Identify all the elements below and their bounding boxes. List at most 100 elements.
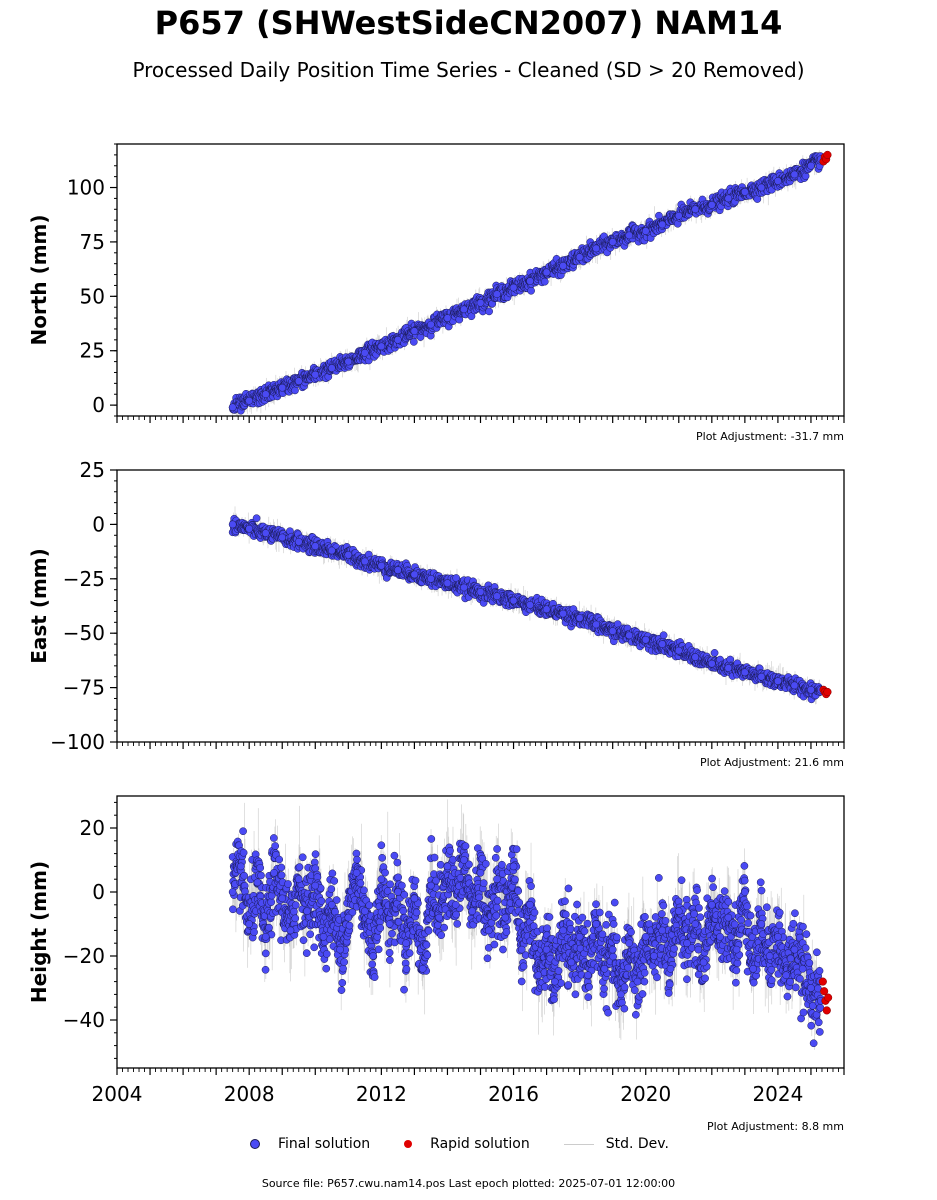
east-final-cloud: [228, 514, 825, 704]
north-final-point: [625, 231, 634, 240]
north-final-point: [245, 396, 254, 405]
east-final-point: [410, 570, 419, 579]
north-final-point: [409, 338, 418, 346]
north-final-point: [757, 183, 766, 192]
east-final-point: [311, 542, 320, 551]
north-final-point: [741, 188, 749, 196]
north-final-point: [427, 320, 435, 329]
east-final-point: [452, 574, 461, 582]
east-final-point: [509, 596, 518, 605]
north-final-point: [608, 238, 617, 246]
east-final-point: [559, 609, 567, 618]
east-final-point: [460, 583, 468, 592]
east-final-point: [493, 592, 501, 601]
east-y-tick-label: −50: [63, 621, 105, 645]
east-final-point: [252, 514, 261, 523]
north-final-point: [641, 227, 650, 235]
east-y-axis-label: East (mm): [27, 548, 51, 664]
north-final-point: [658, 220, 667, 229]
north-y-axis-label: North (mm): [27, 214, 51, 345]
east-final-point: [228, 520, 237, 529]
east-final-point: [294, 537, 303, 546]
north-final-point: [476, 298, 485, 307]
east-final-point: [526, 601, 534, 609]
north-final-point: [228, 403, 237, 412]
east-final-point: [608, 627, 617, 635]
north-final-point: [278, 383, 287, 392]
east-final-point: [707, 659, 716, 668]
north-y-tick-label: 75: [80, 230, 105, 254]
east-y-tick-label: 0: [92, 512, 105, 536]
east-final-point: [674, 646, 683, 655]
east-final-point: [658, 640, 667, 648]
north-final-point: [691, 205, 700, 214]
east-final-point: [724, 664, 733, 672]
east-final-point: [659, 631, 668, 640]
north-rapid-point: [823, 150, 832, 159]
east-final-point: [641, 635, 650, 644]
east-final-point: [710, 649, 719, 657]
north-final-point: [291, 386, 299, 395]
north-final-point: [327, 364, 336, 372]
east-final-point: [245, 524, 254, 533]
east-y-tick-label: −25: [63, 567, 105, 591]
north-final-point: [592, 244, 601, 253]
north-final-point: [311, 370, 320, 379]
north-final-point: [774, 177, 782, 185]
north-final-point: [509, 283, 518, 292]
north-final-point: [394, 335, 402, 344]
north-final-point: [807, 161, 815, 170]
east-final-point: [377, 561, 386, 570]
east-final-point: [757, 672, 766, 681]
east-final-point: [476, 588, 485, 596]
north-final-point: [542, 268, 551, 277]
east-final-point: [327, 546, 336, 555]
north-y-tick-label: 0: [92, 393, 105, 417]
north-final-point: [344, 357, 353, 366]
east-rapid-point: [823, 687, 832, 697]
north-y-tick-label: 100: [67, 176, 105, 200]
north-final-point: [527, 286, 535, 295]
north-final-point: [790, 170, 799, 179]
north-final-point: [377, 342, 386, 351]
north-final-point: [707, 201, 716, 209]
north-y-tick-label: 50: [80, 284, 105, 308]
east-final-point: [278, 533, 287, 542]
east-final-point: [261, 529, 270, 537]
east-final-point: [443, 579, 452, 588]
east-final-point: [592, 620, 601, 629]
north-final-point: [261, 390, 270, 399]
north-final-point: [575, 253, 584, 262]
east-final-point: [344, 551, 353, 559]
east-final-series: [228, 520, 825, 694]
east-final-point: [575, 614, 584, 622]
north-final-point: [559, 262, 567, 270]
north-final-point: [724, 194, 733, 203]
north-final-point: [410, 327, 419, 335]
east-final-point: [625, 631, 634, 640]
east-final-point: [807, 685, 815, 694]
east-rapid-series: [819, 685, 832, 699]
north-final-point: [360, 349, 369, 357]
east-final-point: [360, 557, 369, 566]
east-plot-frame: [116, 469, 845, 743]
north-final-point: [485, 307, 493, 316]
north-final-point: [674, 211, 683, 220]
east-y-tick-label: −75: [63, 676, 105, 700]
east-final-point: [790, 681, 799, 690]
east-final-point: [542, 605, 551, 614]
page-subtitle: Processed Daily Position Time Series - C…: [132, 58, 805, 82]
north-final-point: [526, 277, 534, 285]
north-final-point: [294, 377, 303, 386]
east-y-tick-label: 25: [80, 458, 105, 482]
north-y-tick-label: 25: [80, 339, 105, 363]
east-final-point: [741, 668, 749, 677]
north-final-point: [443, 314, 452, 322]
east-y-tick-label: −100: [50, 730, 105, 754]
east-final-point: [427, 574, 435, 583]
north-rapid-series: [819, 150, 832, 166]
north-final-point: [540, 277, 549, 286]
east-final-point: [774, 677, 782, 685]
north-final-point: [460, 305, 468, 314]
